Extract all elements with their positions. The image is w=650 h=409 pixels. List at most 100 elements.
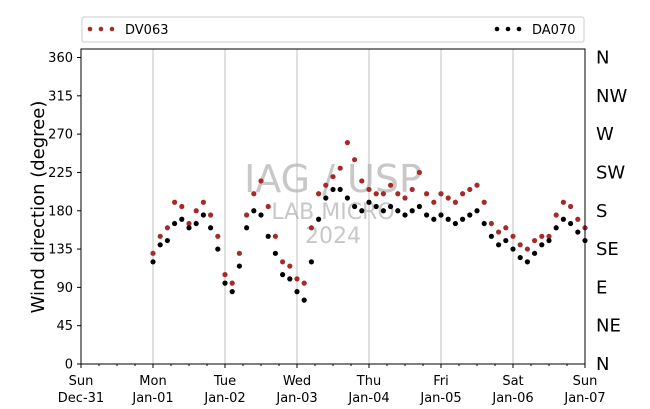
point-dv063-51: [517, 242, 523, 248]
point-da070-16: [265, 233, 271, 239]
point-da070-23: [316, 216, 322, 222]
point-dv063-3: [172, 199, 178, 205]
point-dv063-14: [251, 191, 257, 197]
point-da070-17: [272, 250, 278, 256]
point-da070-33: [388, 203, 394, 210]
point-dv063-16: [265, 203, 271, 210]
point-da070-15: [258, 212, 264, 218]
point-dv063-42: [452, 199, 458, 205]
point-da070-21: [301, 297, 307, 303]
point-dv063-55: [546, 233, 552, 239]
point-dv063-26: [337, 165, 343, 171]
point-dv063-2: [164, 225, 170, 231]
point-da070-42: [452, 220, 458, 227]
y-tick-label-225: 225: [48, 166, 73, 181]
compass-label-4: S: [596, 201, 607, 222]
point-da070-57: [560, 216, 567, 222]
point-da070-52: [524, 259, 531, 265]
x-tick-label-day-6: Sat: [502, 374, 523, 389]
point-dv063-59: [575, 216, 581, 222]
point-da070-36: [409, 208, 415, 214]
point-dv063-53: [532, 237, 538, 244]
y-tick-label-315: 315: [48, 89, 73, 104]
legend-label-dv063: DV063: [125, 23, 169, 38]
compass-label-0: N: [596, 354, 609, 375]
point-dv063-15: [258, 178, 264, 184]
point-dv063-17: [272, 233, 278, 239]
compass-axis: N NE E SE S SW W NW N: [596, 48, 627, 375]
point-da070-2: [164, 237, 170, 244]
series-dv063: [150, 140, 588, 286]
point-dv063-39: [431, 199, 437, 205]
point-dv063-5: [186, 220, 192, 227]
point-dv063-31: [373, 191, 379, 197]
point-da070-51: [517, 254, 523, 261]
compass-label-8: N: [596, 48, 609, 69]
point-dv063-19: [287, 263, 293, 269]
point-da070-18: [280, 272, 286, 278]
point-da070-38: [424, 212, 430, 218]
point-dv063-56: [553, 212, 559, 218]
point-da070-3: [172, 220, 178, 227]
legend-marker-da070: [494, 26, 522, 32]
point-da070-47: [488, 233, 494, 239]
point-dv063-22: [308, 225, 314, 231]
point-da070-54: [539, 242, 545, 248]
legend-label-da070: DA070: [532, 23, 576, 38]
point-dv063-30: [366, 186, 372, 193]
point-da070-55: [546, 237, 552, 244]
watermark-line-2: LAB MICRO: [271, 200, 394, 225]
x-tick-label-day-4: Thu: [356, 374, 381, 389]
point-da070-7: [200, 212, 206, 218]
point-da070-32: [380, 208, 386, 214]
x-tick-label-date-7: Jan-07: [563, 391, 605, 406]
x-tick-label-day-7: Sun: [573, 374, 598, 389]
point-dv063-7: [200, 199, 206, 205]
point-da070-13: [244, 225, 250, 231]
vertical-grid: [152, 49, 514, 364]
point-da070-26: [337, 186, 343, 193]
point-da070-53: [532, 250, 538, 256]
point-da070-35: [402, 212, 408, 218]
x-tick-label-date-6: Jan-06: [491, 391, 533, 406]
compass-label-2: E: [596, 277, 607, 298]
point-dv063-45: [474, 182, 480, 188]
point-dv063-28: [352, 157, 358, 163]
point-da070-43: [460, 216, 466, 222]
point-dv063-43: [460, 191, 466, 197]
data-points: [150, 140, 588, 303]
x-tick-label-day-1: Mon: [139, 374, 166, 389]
point-dv063-49: [503, 225, 509, 231]
x-axis-ticks: Sun Dec-31 Mon Jan-01 Tue Jan-02 Wed Jan-03 Thu J…: [58, 364, 606, 406]
y-tick-label-0: 0: [65, 358, 73, 373]
point-dv063-47: [488, 220, 494, 227]
point-dv063-0: [150, 250, 156, 256]
x-tick-label-date-4: Jan-04: [347, 391, 389, 406]
x-tick-label-day-3: Wed: [283, 374, 311, 389]
point-da070-58: [568, 220, 574, 227]
point-da070-56: [553, 225, 559, 231]
point-da070-44: [467, 212, 473, 218]
point-da070-48: [496, 242, 502, 248]
point-dv063-11: [229, 280, 235, 286]
point-dv063-4: [179, 203, 185, 210]
point-da070-28: [352, 203, 358, 210]
point-da070-50: [510, 246, 516, 252]
point-da070-8: [208, 225, 214, 231]
point-da070-27: [344, 195, 350, 201]
y-tick-label-360: 360: [48, 51, 73, 66]
point-da070-20: [294, 289, 300, 295]
point-dv063-46: [481, 199, 487, 205]
point-dv063-23: [316, 191, 322, 197]
point-da070-19: [287, 276, 293, 282]
x-tick-label-date-1: Jan-01: [131, 391, 173, 406]
point-dv063-13: [244, 212, 250, 218]
compass-label-3: SE: [596, 239, 619, 260]
point-dv063-36: [409, 186, 415, 193]
point-da070-46: [481, 220, 487, 227]
point-da070-12: [236, 263, 242, 269]
watermark-line-3: 2024: [305, 224, 361, 249]
compass-label-5: SW: [596, 162, 625, 183]
y-tick-label-45: 45: [56, 319, 73, 334]
point-da070-41: [445, 216, 451, 222]
